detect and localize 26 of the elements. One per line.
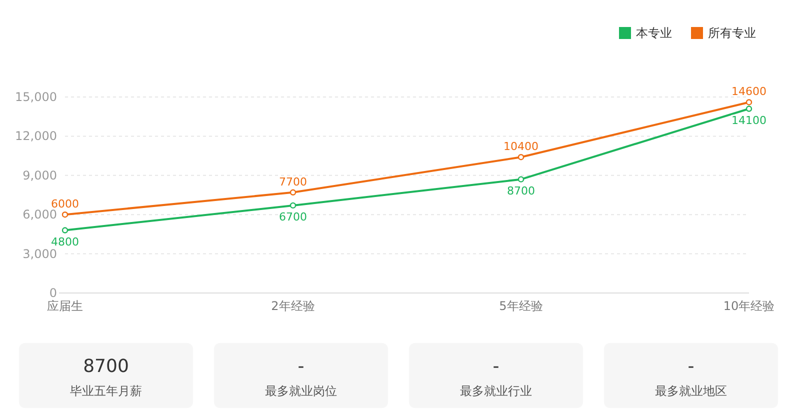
point bbox=[518, 176, 524, 182]
point bbox=[62, 227, 68, 234]
data-label: 10400 bbox=[504, 140, 538, 154]
y-tick-label: 0 bbox=[49, 286, 57, 300]
point bbox=[518, 154, 524, 160]
data-label: 8700 bbox=[507, 184, 535, 198]
point bbox=[746, 99, 752, 106]
legend-label: 所有专业 bbox=[708, 26, 756, 40]
x-tick-label: 应届生 bbox=[47, 299, 83, 313]
x-tick-label: 2年经验 bbox=[271, 299, 315, 313]
data-label: 14100 bbox=[732, 114, 766, 127]
data-label: 14600 bbox=[732, 85, 766, 98]
data-label: 7700 bbox=[279, 175, 307, 188]
point bbox=[290, 189, 296, 196]
x-tick-label: 10年经验 bbox=[723, 299, 775, 313]
y-tick-label: 9,000 bbox=[22, 168, 57, 182]
x-tick-label: 5年经验 bbox=[499, 299, 543, 313]
point bbox=[62, 212, 68, 218]
point bbox=[746, 106, 752, 112]
legend-label: 本专业 bbox=[636, 26, 672, 40]
y-tick-label: 3,000 bbox=[22, 246, 57, 261]
data-label: 6700 bbox=[279, 210, 307, 224]
point bbox=[290, 202, 296, 209]
y-tick-label: 15,000 bbox=[15, 90, 57, 104]
y-tick-label: 12,000 bbox=[15, 129, 57, 144]
data-label: 4800 bbox=[51, 235, 79, 248]
